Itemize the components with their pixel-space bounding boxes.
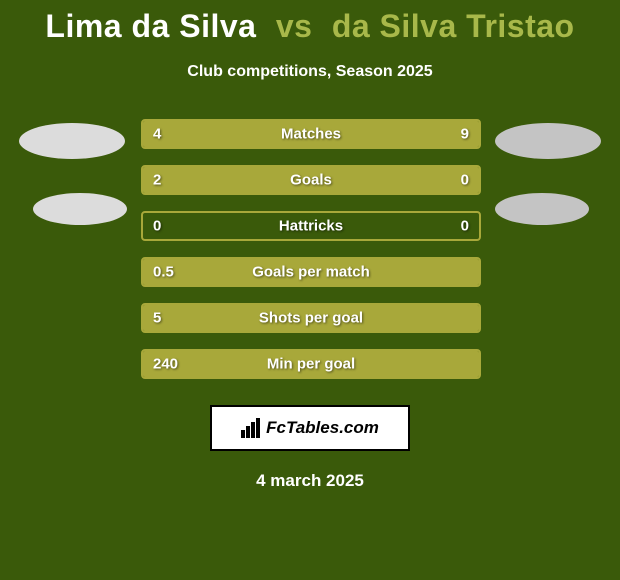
bars-icon [241, 418, 260, 438]
left-avatars [19, 119, 127, 225]
player1-avatar-2 [33, 193, 127, 225]
stat-row: 5 Shots per goal [141, 303, 481, 333]
stat-value-right: 0 [461, 172, 469, 189]
stats-bars: 4 Matches 9 2 Goals 0 0 Hattricks 0 0.5 Goals per … [141, 119, 481, 379]
stat-value-right: 9 [461, 126, 469, 143]
player2-name: da Silva Tristao [332, 8, 575, 44]
stat-value-right: 0 [461, 218, 469, 235]
stat-row: 2 Goals 0 [141, 165, 481, 195]
player2-avatar-1 [495, 123, 601, 159]
stat-value-left: 5 [153, 310, 161, 327]
stat-label: Shots per goal [259, 310, 363, 327]
vs-text: vs [276, 8, 313, 44]
stat-label: Min per goal [267, 356, 355, 373]
stat-row: 0 Hattricks 0 [141, 211, 481, 241]
fctables-logo: FcTables.com [210, 405, 410, 451]
stat-value-left: 240 [153, 356, 178, 373]
player2-avatar-2 [495, 193, 589, 225]
stat-row: 240 Min per goal [141, 349, 481, 379]
main-content: 4 Matches 9 2 Goals 0 0 Hattricks 0 0.5 Goals per … [0, 119, 620, 379]
subtitle: Club competitions, Season 2025 [0, 63, 620, 81]
stat-row: 4 Matches 9 [141, 119, 481, 149]
stat-value-left: 4 [153, 126, 161, 143]
stat-label: Goals per match [252, 264, 370, 281]
comparison-title: Lima da Silva vs da Silva Tristao [0, 0, 620, 45]
right-avatars [495, 119, 601, 225]
player1-name: Lima da Silva [45, 8, 256, 44]
date-label: 4 march 2025 [0, 471, 620, 491]
stat-label: Hattricks [279, 218, 343, 235]
stat-value-left: 0 [153, 218, 161, 235]
stat-row: 0.5 Goals per match [141, 257, 481, 287]
stat-label: Goals [290, 172, 332, 189]
stat-value-left: 0.5 [153, 264, 174, 281]
player1-avatar-1 [19, 123, 125, 159]
stat-value-left: 2 [153, 172, 161, 189]
logo-text: FcTables.com [266, 418, 379, 438]
stat-fill-left [143, 167, 412, 193]
stat-label: Matches [281, 126, 341, 143]
